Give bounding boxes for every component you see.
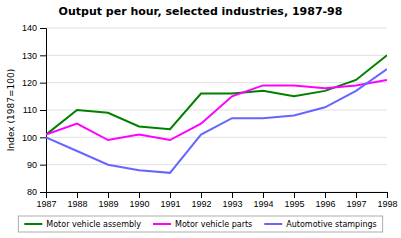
grid-line (46, 55, 387, 56)
x-tick-label: 1992 (191, 199, 211, 209)
legend-label: Automotive stampings (286, 220, 376, 229)
x-tick-label: 1998 (377, 199, 397, 209)
x-tick-mark (356, 192, 357, 198)
grid-line (46, 137, 387, 138)
legend-item: Motor vehicle assembly (24, 220, 141, 229)
x-tick-label: 1995 (284, 199, 304, 209)
series-line (46, 80, 387, 140)
x-tick: 1991 (160, 192, 180, 209)
x-tick-mark (139, 192, 140, 198)
y-tick: 80 (27, 187, 46, 197)
grid-line (46, 164, 387, 165)
y-tick-mark (40, 165, 46, 166)
x-tick: 1988 (67, 192, 87, 209)
y-tick-label: 110 (23, 105, 37, 115)
x-axis-line (47, 193, 388, 199)
x-tick-mark (325, 192, 326, 198)
y-tick: 90 (27, 160, 46, 170)
legend-label: Motor vehicle assembly (46, 220, 141, 229)
legend-frame (18, 216, 382, 232)
x-tick-label: 1989 (98, 199, 118, 209)
x-tick-label: 1990 (129, 199, 149, 209)
x-tick-label: 1996 (315, 199, 335, 209)
y-tick-mark (40, 55, 46, 56)
x-tick: 1998 (377, 192, 397, 209)
y-tick: 110 (23, 105, 46, 115)
y-tick: 100 (22, 133, 46, 143)
x-tick: 1994 (253, 192, 273, 209)
y-tick: 140 (22, 23, 46, 33)
series-line (46, 55, 387, 134)
y-tick-label: 100 (22, 133, 37, 143)
y-tick-mark (40, 192, 46, 193)
legend-swatch (264, 223, 282, 225)
x-tick-mark (387, 192, 388, 198)
y-tick-label: 140 (22, 23, 37, 33)
x-tick: 1992 (191, 192, 211, 209)
x-tick-mark (201, 192, 202, 198)
x-tick: 1996 (315, 192, 335, 209)
x-tick-label: 1994 (253, 199, 273, 209)
x-tick-mark (170, 192, 171, 198)
legend-item: Motor vehicle parts (153, 220, 252, 229)
y-tick-mark (40, 137, 46, 138)
legend-swatch (24, 223, 42, 225)
y-axis-label: Index (1987=100) (6, 69, 16, 151)
x-tick: 1989 (98, 192, 118, 209)
x-tick-mark (232, 192, 233, 198)
x-tick-mark (77, 192, 78, 198)
title: Output per hour, selected industries, 19… (59, 5, 343, 18)
x-tick-label: 1987 (36, 199, 56, 209)
y-tick-mark (40, 28, 46, 29)
grid-line (46, 82, 387, 83)
legend-label: Motor vehicle parts (175, 220, 252, 229)
x-tick-mark (263, 192, 264, 198)
y-tick-label: 120 (22, 78, 37, 88)
x-tick-label: 1997 (346, 199, 366, 209)
y-axis-line (40, 29, 47, 193)
plot: 1987 1988 1989 1990 1991 1992 1993 1994 1995 1996… (22, 23, 398, 209)
legend-swatch (153, 223, 171, 225)
chart: Output per hour, selected industries, 19… (0, 0, 401, 238)
y-tick-label: 130 (22, 51, 37, 61)
x-tick-label: 1991 (160, 199, 180, 209)
legend-item: Automotive stampings (264, 220, 376, 229)
x-tick: 1990 (129, 192, 149, 209)
y-tick-label: 90 (27, 160, 37, 170)
x-tick: 1993 (222, 192, 242, 209)
y-tick-label: 80 (27, 187, 37, 197)
y-tick: 120 (22, 78, 46, 88)
x-tick-label: 1993 (222, 199, 242, 209)
y-tick: 130 (22, 51, 46, 61)
y-axis: 80 90 100 110 120 130 140 (22, 23, 47, 197)
series-line (46, 69, 387, 173)
x-axis: 1987 1988 1989 1990 1991 1992 1993 1994 1995 1996… (36, 192, 397, 209)
grid (46, 28, 387, 192)
grid-line (46, 28, 387, 29)
y-tick-mark (40, 83, 46, 84)
x-tick: 1997 (346, 192, 366, 209)
lines (46, 55, 387, 173)
x-tick-mark (294, 192, 295, 198)
x-tick-label: 1988 (67, 199, 87, 209)
x-tick-mark (108, 192, 109, 198)
y-tick-mark (40, 110, 46, 111)
x-tick: 1987 (36, 192, 56, 209)
x-tick: 1995 (284, 192, 304, 209)
legend: Motor vehicle assembly Motor vehicle part… (18, 216, 382, 232)
